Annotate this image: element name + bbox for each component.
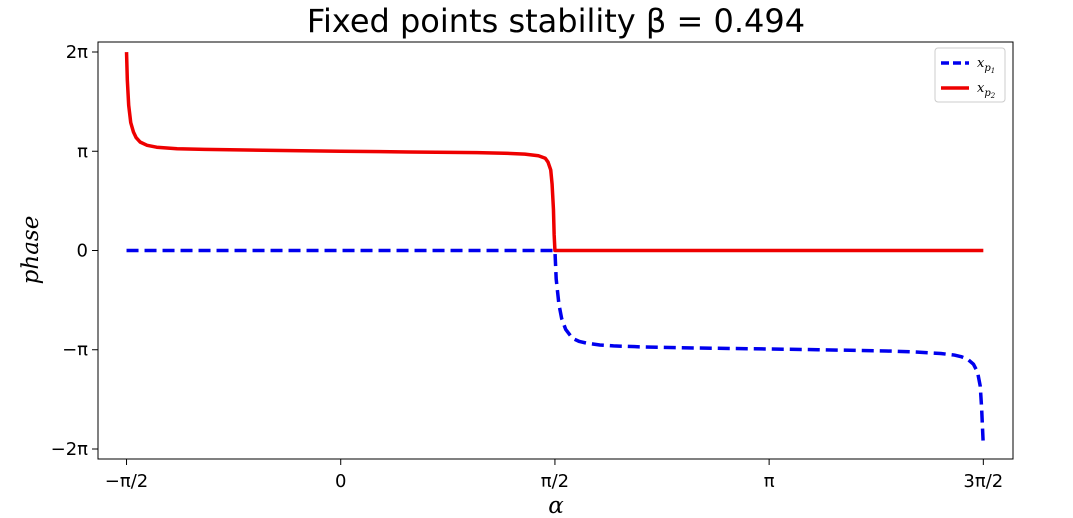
- y-ticks: 2π π 0 −π −2π: [51, 42, 98, 460]
- x-tick-label-5: 3π/2: [963, 471, 1003, 492]
- series-line-2: [124, 52, 984, 253]
- x-axis-label: α: [548, 493, 564, 518]
- y-tick-label-4: −π: [62, 340, 88, 361]
- y-tick-label-2: π: [77, 141, 88, 162]
- x-tick-label-1: −π/2: [105, 471, 148, 492]
- legend-label-1: xp1: [977, 56, 995, 75]
- y-axis-label: phase: [18, 216, 44, 285]
- x-tick-label-4: π: [764, 471, 775, 492]
- x-tick-label-3: π/2: [541, 471, 569, 492]
- y-tick-label-5: −2π: [51, 439, 89, 460]
- chart-title: Fixed points stability β = 0.494: [307, 2, 805, 40]
- series-layer: [124, 52, 986, 447]
- y-tick-label-1: 2π: [66, 42, 88, 63]
- y-tick-label-3: 0: [77, 241, 88, 262]
- x-tick-label-2: 0: [335, 471, 346, 492]
- x-ticks: −π/2 0 π/2 π 3π/2: [105, 459, 1003, 492]
- series-line-1: [126, 248, 986, 447]
- legend-label-2: xp2: [977, 81, 996, 100]
